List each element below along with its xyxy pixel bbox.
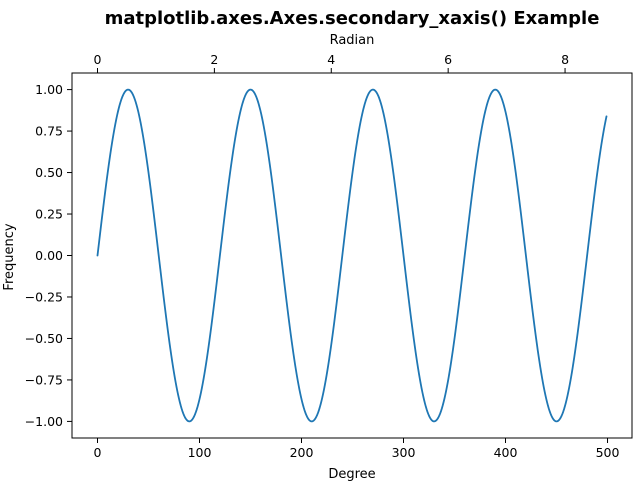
y-tick-label: 0.25 — [35, 207, 63, 222]
y-axis-label: Frequency — [2, 223, 17, 290]
x-tick-label: 0 — [94, 445, 102, 460]
secondary-x-tick-label: 6 — [444, 52, 452, 67]
y-tick-label: 1.00 — [35, 82, 63, 97]
secondary-x-tick-label: 2 — [210, 52, 218, 67]
x-tick-label: 400 — [494, 445, 518, 460]
secondary-x-tick-label: 4 — [327, 52, 335, 67]
chart-title: matplotlib.axes.Axes.secondary_xaxis() E… — [105, 8, 600, 29]
y-tick-label: −0.25 — [25, 289, 63, 304]
y-tick-label: 0.50 — [35, 165, 63, 180]
y-tick-label: −0.75 — [25, 372, 63, 387]
y-tick-label: 0.75 — [35, 124, 63, 139]
secondary-x-tick-label: 8 — [561, 52, 569, 67]
x-tick-label: 500 — [596, 445, 620, 460]
series-line-0 — [96, 88, 608, 423]
ticks-layer: 0 100 200 300 400 500 0 2 4 6 8 −1.00 −0.75 −0.50 −0.2… — [25, 52, 620, 460]
secondary-x-axis-label: Radian — [330, 33, 375, 48]
y-tick-label: −0.50 — [25, 331, 63, 346]
plot-layer — [96, 88, 608, 423]
axes-frame — [71, 72, 633, 439]
x-axis-label: Degree — [328, 467, 375, 482]
y-tick-label: 0.00 — [35, 248, 63, 263]
secondary-x-tick-label: 0 — [94, 52, 102, 67]
x-tick-label: 300 — [392, 445, 416, 460]
y-tick-label: −1.00 — [25, 414, 63, 429]
x-tick-label: 200 — [290, 445, 314, 460]
x-tick-label: 100 — [188, 445, 212, 460]
